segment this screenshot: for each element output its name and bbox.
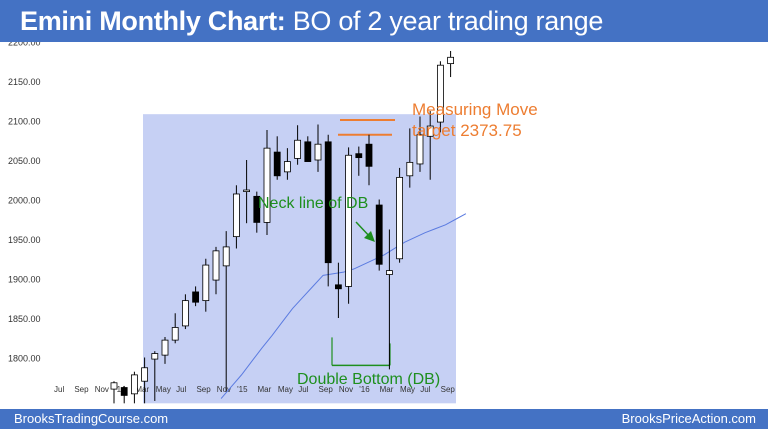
candle-body — [365, 143, 373, 167]
candle-body — [202, 264, 210, 302]
candle-body — [334, 284, 342, 290]
candle-body — [192, 291, 200, 303]
candle-body — [396, 176, 404, 260]
candle-body — [355, 153, 363, 159]
candle-body — [110, 382, 118, 390]
title-bold: Emini Monthly Chart: — [20, 5, 286, 36]
double-bottom-label: Double Bottom (DB) — [297, 371, 441, 388]
measuring-move-label-line2: target 2373.75 — [412, 121, 522, 140]
x-tick-label: Sep — [319, 385, 334, 394]
candlestick-chart: 1800.00 1850.00 1900.00 1950.00 2000.00 2050.… — [8, 42, 467, 404]
title-rest: BO of 2 year trading range — [285, 5, 604, 36]
x-tick-label: Mar — [135, 385, 149, 394]
y-tick-label: 1950.00 — [8, 235, 41, 245]
x-tick-label: '15 — [237, 385, 248, 394]
y-tick-label: 2200.00 — [8, 42, 41, 48]
candle-body — [304, 141, 312, 162]
x-tick-label: Mar — [258, 385, 272, 394]
page-title: Emini Monthly Chart: BO of 2 year tradin… — [0, 6, 603, 37]
x-tick-label: '14 — [115, 385, 126, 394]
x-tick-label: Jul — [298, 385, 308, 394]
trading-range-box — [143, 114, 456, 404]
x-tick-label: '16 — [359, 385, 370, 394]
candle-body — [130, 374, 138, 395]
footer-bar: BrooksTradingCourse.com BrooksPriceActio… — [0, 409, 768, 429]
measuring-move-label-line1: Measuring Move — [412, 100, 538, 119]
y-tick-label: 2000.00 — [8, 196, 41, 206]
candle-body — [447, 56, 455, 65]
candle-body — [345, 154, 353, 287]
footer-right-site[interactable]: BrooksPriceAction.com — [621, 411, 756, 426]
x-tick-label: May — [156, 385, 171, 394]
candle-body — [253, 195, 261, 223]
footer-left-site[interactable]: BrooksTradingCourse.com — [14, 411, 169, 426]
x-tick-label: Mar — [380, 385, 394, 394]
candle-body — [294, 139, 302, 159]
candle-body — [171, 327, 179, 341]
candle-body — [416, 134, 424, 165]
x-tick-label: Sep — [441, 385, 456, 394]
y-tick-label: 1800.00 — [8, 354, 41, 364]
candle-body — [273, 151, 281, 177]
candle-body — [161, 339, 169, 356]
y-tick-label: 2150.00 — [8, 77, 41, 87]
title-bar: Emini Monthly Chart: BO of 2 year tradin… — [0, 0, 768, 42]
x-tick-label: Jul — [420, 385, 430, 394]
x-tick-label: Sep — [196, 385, 211, 394]
x-tick-label: Nov — [339, 385, 353, 394]
y-tick-label: 1850.00 — [8, 314, 41, 324]
candle-body — [222, 246, 230, 267]
candle-body — [406, 161, 414, 177]
x-tick-label: Nov — [217, 385, 231, 394]
candle-body — [375, 204, 383, 265]
candle-body — [243, 189, 251, 193]
candle-body — [212, 250, 220, 281]
neckline-label: Neck line of DB — [258, 195, 369, 212]
moving-average-line — [220, 213, 467, 399]
x-tick-label: Jul — [54, 385, 64, 394]
x-tick-label: Sep — [74, 385, 89, 394]
x-tick-label: Nov — [95, 385, 109, 394]
candle-body — [141, 367, 149, 382]
x-tick-label: May — [400, 385, 415, 394]
y-tick-label: 2050.00 — [8, 156, 41, 166]
neckline-arrow-head — [364, 231, 375, 242]
y-tick-label: 1900.00 — [8, 275, 41, 285]
candle-body — [283, 161, 291, 173]
candle-body — [324, 141, 332, 264]
candle-body — [181, 300, 189, 327]
candle-body — [232, 193, 240, 238]
x-tick-label: Jul — [176, 385, 186, 394]
candle-body — [385, 270, 393, 275]
candle-body — [436, 64, 444, 123]
candle-body — [263, 147, 271, 223]
candle-body — [120, 387, 128, 396]
x-tick-label: May — [278, 385, 293, 394]
candle-body — [151, 353, 159, 360]
y-tick-label: 2100.00 — [8, 117, 41, 127]
candle-body — [314, 143, 322, 161]
candle-body — [426, 125, 434, 137]
